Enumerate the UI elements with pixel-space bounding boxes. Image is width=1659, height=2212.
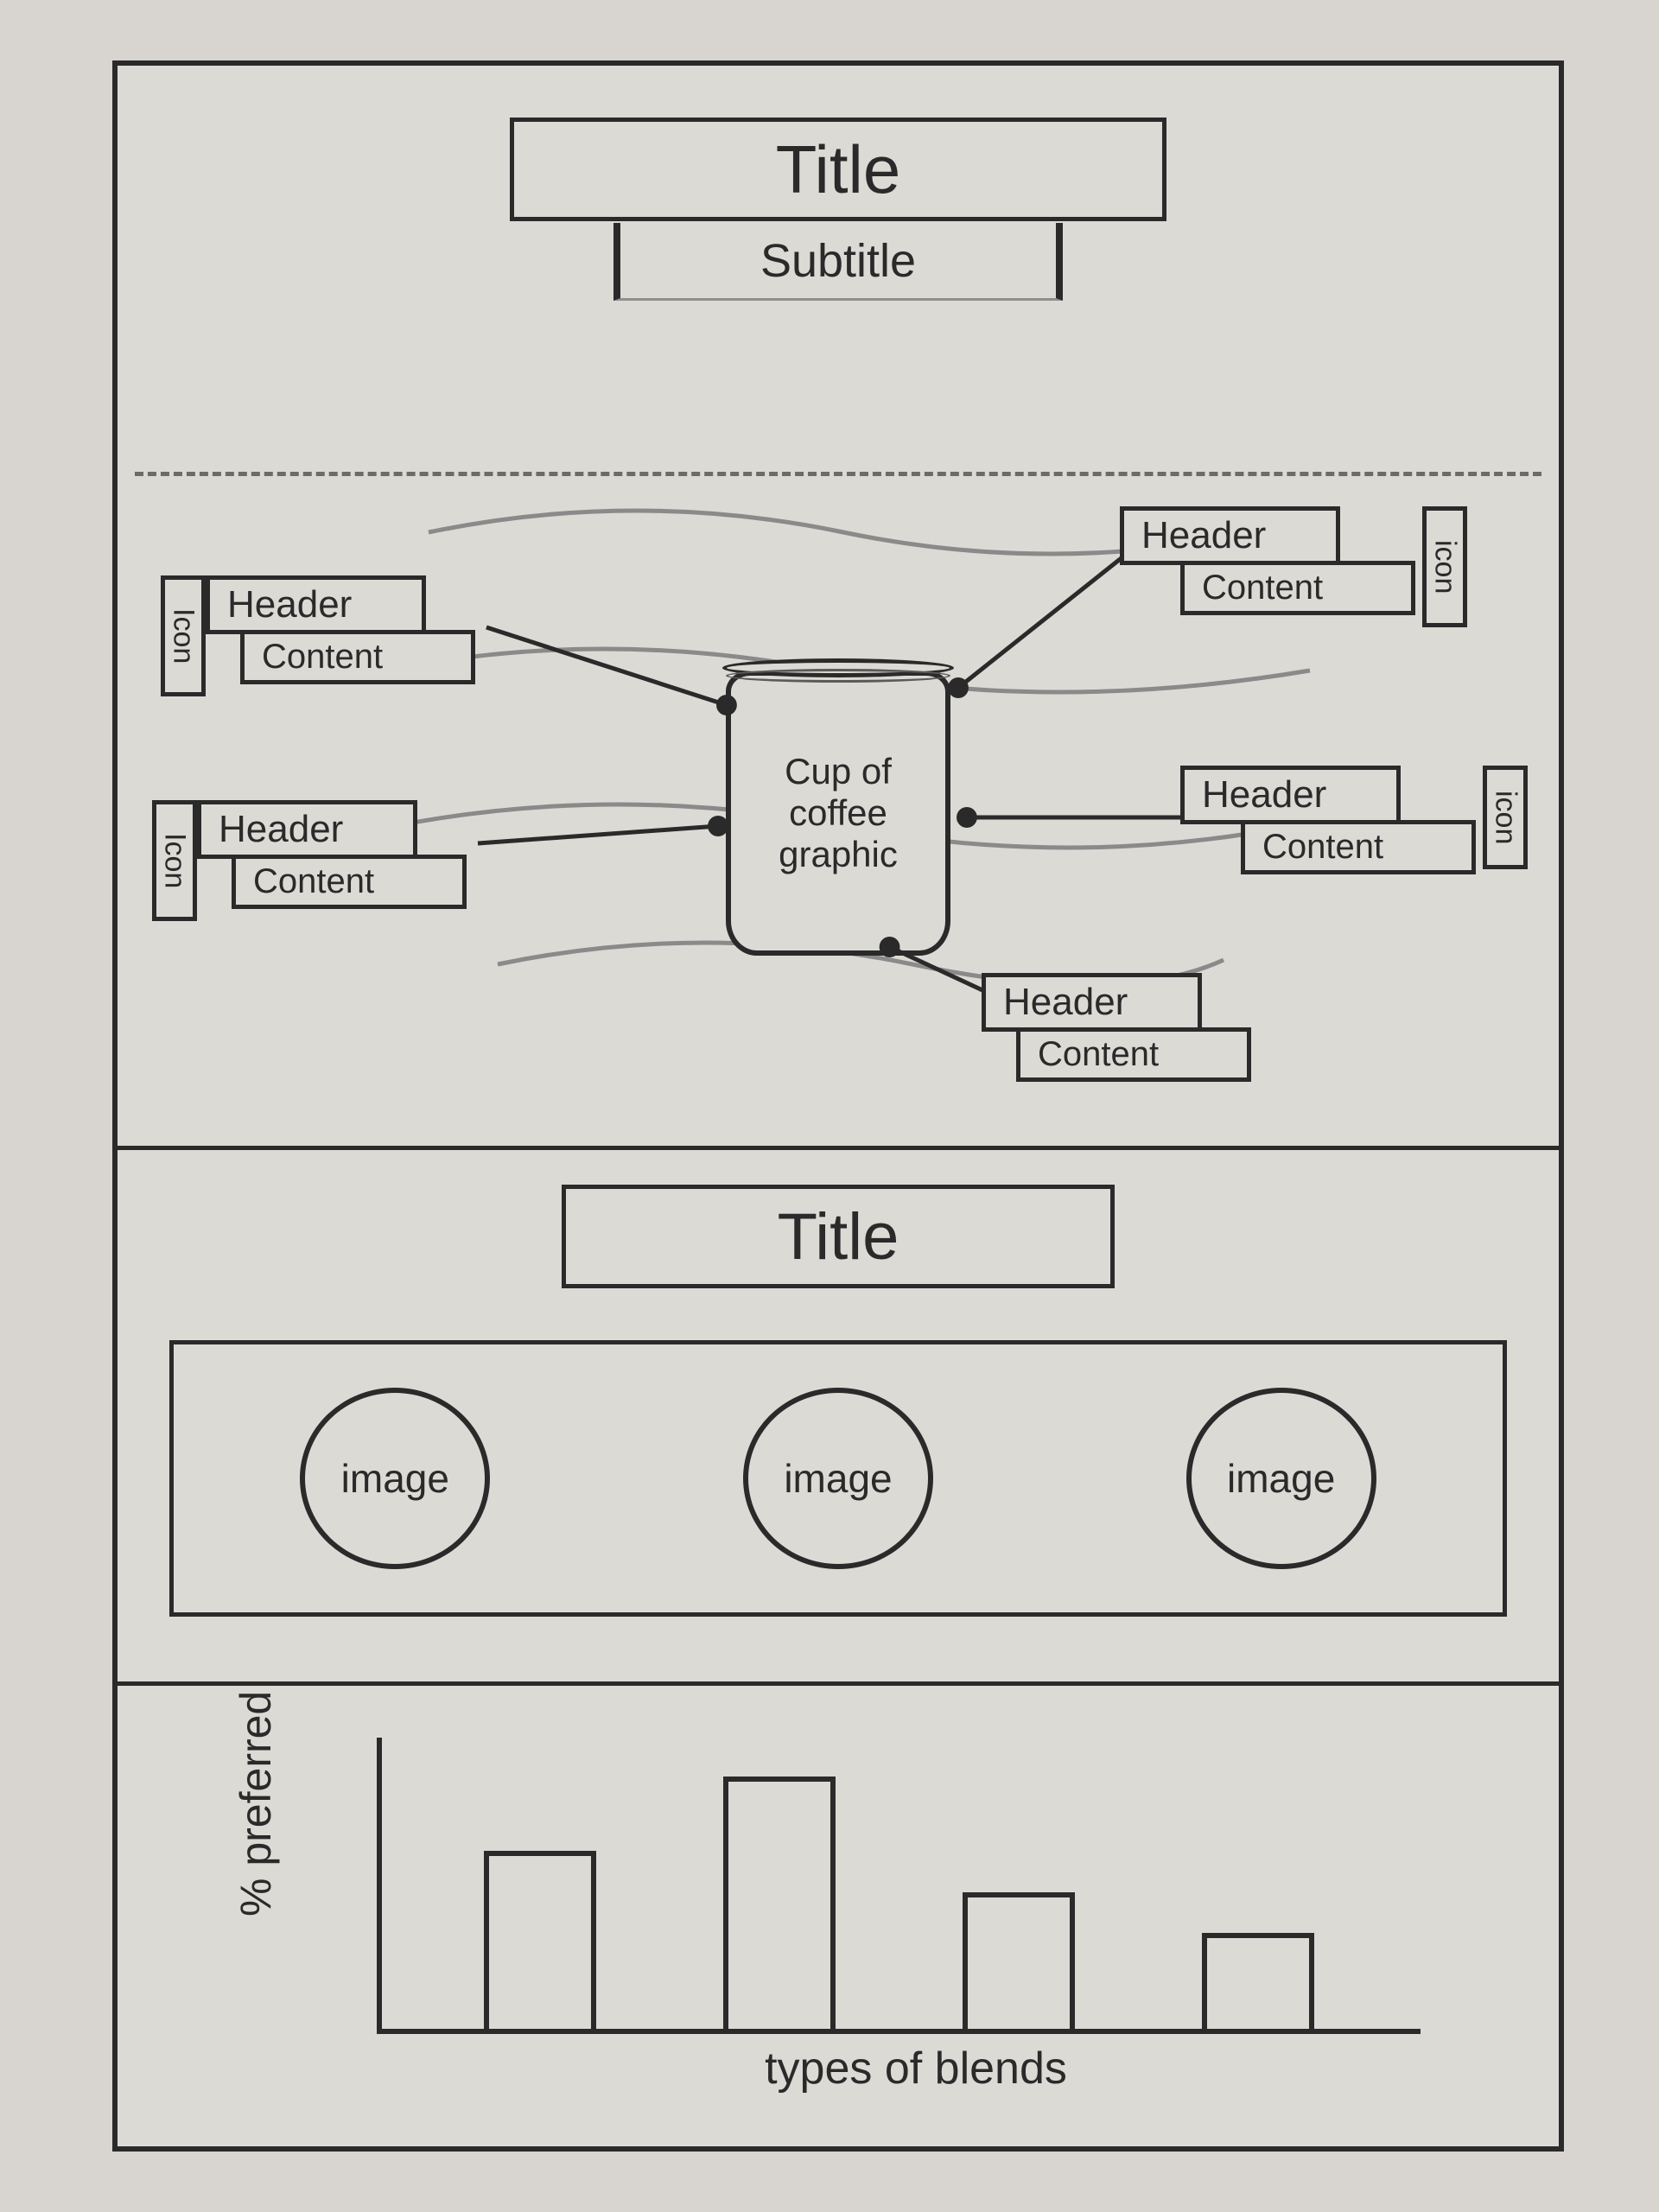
callout-icon: Icon	[152, 800, 197, 921]
callout-content: Content	[1180, 561, 1415, 615]
image-placeholder: image	[743, 1388, 933, 1569]
callout-content: Content	[232, 855, 467, 909]
dashed-divider	[135, 472, 1541, 476]
chart-x-label: types of blends	[411, 2043, 1421, 2094]
callout-header: Header	[206, 575, 426, 634]
bar-chart: % preferred types of blends	[273, 1738, 1421, 2094]
coffee-cup-graphic: Cup of coffee graphic	[726, 671, 950, 956]
chart-section: % preferred types of blends	[118, 1681, 1559, 2146]
callout-content: Content	[240, 630, 475, 684]
callout-header: Header	[982, 973, 1202, 1032]
image-placeholder: image	[300, 1388, 490, 1569]
callout-header: Header	[1180, 766, 1401, 824]
callout-content: Content	[1016, 1027, 1251, 1082]
section-title: Title	[562, 1185, 1115, 1288]
chart-bar	[723, 1777, 836, 2029]
callout-icon: Icon	[161, 575, 206, 696]
chart-bar	[1202, 1933, 1314, 2029]
gallery-section: Title image image image	[118, 1146, 1559, 1681]
page-title: Title	[510, 118, 1166, 221]
callout-card: Header Content	[1120, 506, 1414, 615]
title-text: Title	[776, 130, 900, 209]
hero-section: Title Subtitle Cup of coffee graphic	[118, 66, 1559, 1146]
page-subtitle: Subtitle	[613, 223, 1063, 301]
image-label: image	[341, 1455, 449, 1502]
icon-label: icon	[1489, 791, 1522, 844]
callout-header: Header	[197, 800, 417, 859]
icon-label: icon	[1428, 540, 1462, 594]
callout-icon: icon	[1422, 506, 1467, 627]
section-title-text: Title	[778, 1199, 899, 1274]
callout-icon: icon	[1483, 766, 1528, 869]
image-placeholder: image	[1186, 1388, 1376, 1569]
callout-card: Header Content	[197, 800, 491, 909]
subtitle-text: Subtitle	[760, 234, 916, 288]
cup-label: Cup of coffee graphic	[731, 751, 945, 876]
callout-card: Header Content	[982, 973, 1275, 1082]
callout-header: Header	[1120, 506, 1340, 565]
y-axis	[377, 1738, 382, 2034]
chart-bars	[420, 1755, 1377, 2029]
icon-label: Icon	[158, 833, 192, 888]
callout-content: Content	[1241, 820, 1476, 874]
chart-y-label: % preferred	[231, 1690, 281, 1916]
x-axis	[377, 2029, 1421, 2034]
chart-bar	[963, 1892, 1075, 2030]
image-strip: image image image	[169, 1340, 1507, 1617]
callout-card: Header Content	[206, 575, 499, 684]
callout-card: Header Content	[1180, 766, 1474, 874]
image-label: image	[784, 1455, 892, 1502]
image-label: image	[1227, 1455, 1335, 1502]
chart-bar	[484, 1851, 596, 2029]
icon-label: Icon	[167, 608, 200, 664]
